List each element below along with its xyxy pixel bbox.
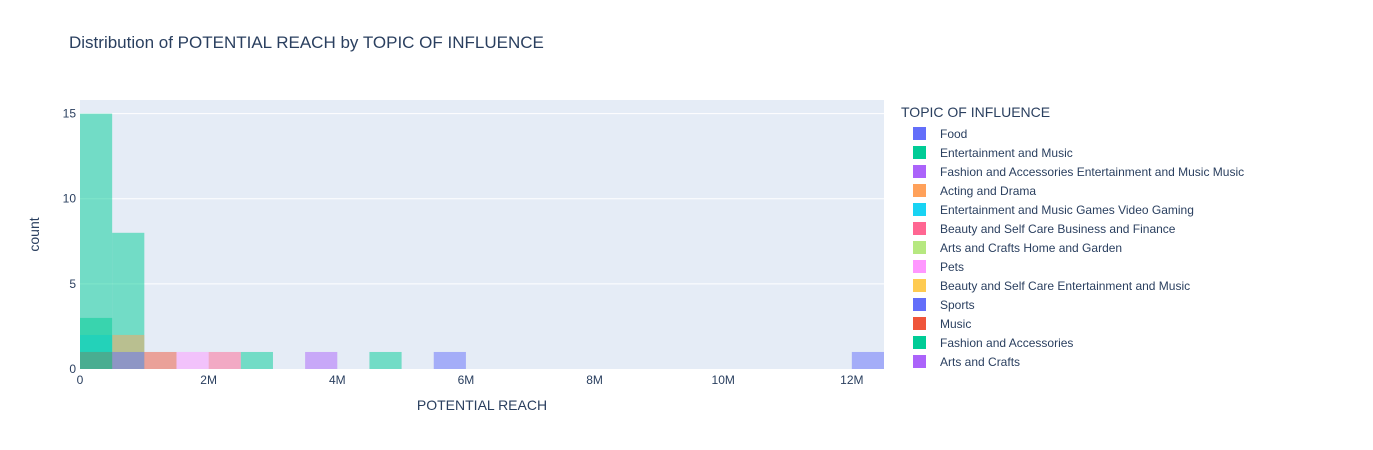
histogram-bar[interactable] [176, 351, 209, 369]
histogram-bar[interactable] [208, 351, 241, 369]
legend-label: Entertainment and Music Games Video Gami… [940, 202, 1194, 217]
y-tick-label: 15 [63, 107, 77, 121]
legend-swatch [913, 146, 926, 159]
legend-item[interactable]: Acting and Drama [901, 181, 1244, 200]
legend-label: Fashion and Accessories [940, 335, 1074, 350]
legend-swatch [913, 355, 926, 368]
legend-item[interactable]: Arts and Crafts Home and Garden [901, 238, 1244, 257]
legend-item[interactable]: Pets [901, 257, 1244, 276]
legend-items: Food Entertainment and Music Fashion and A… [901, 124, 1244, 371]
x-tick-label: 6M [458, 373, 475, 387]
legend-label: Music [940, 316, 972, 331]
legend-swatch [913, 298, 926, 311]
gridlines [80, 113, 884, 285]
legend-swatch [913, 165, 926, 178]
legend-item[interactable]: Sports [901, 295, 1244, 314]
y-axis-ticks: 0 5 10 15 [63, 107, 77, 376]
histogram-bar[interactable] [240, 351, 273, 369]
legend-label: Pets [940, 259, 965, 274]
histogram-bar[interactable] [144, 351, 177, 369]
legend-swatch [913, 317, 926, 330]
legend-item[interactable]: Arts and Crafts [901, 352, 1244, 371]
legend-label: Beauty and Self Care Entertainment and M… [940, 278, 1191, 293]
legend-label: Fashion and Accessories Entertainment an… [940, 164, 1245, 179]
x-tick-label: 2M [200, 373, 217, 387]
legend-swatch [913, 241, 926, 254]
x-tick-label: 10M [712, 373, 735, 387]
x-tick-label: 4M [329, 373, 346, 387]
legend-item[interactable]: Music [901, 314, 1244, 333]
y-tick-label: 0 [69, 362, 76, 376]
x-tick-label: 8M [586, 373, 603, 387]
legend-title: TOPIC OF INFLUENCE [901, 104, 1051, 120]
histogram-bar[interactable] [433, 351, 466, 369]
histogram-bar[interactable] [851, 351, 884, 369]
histogram-bar[interactable] [112, 351, 145, 369]
legend-label: Acting and Drama [940, 183, 1037, 198]
legend-item[interactable]: Beauty and Self Care Entertainment and M… [901, 276, 1244, 295]
legend-item[interactable]: Entertainment and Music Games Video Gami… [901, 200, 1244, 219]
chart-title: Distribution of POTENTIAL REACH by TOPIC… [69, 33, 544, 52]
histogram-bar[interactable] [305, 351, 338, 369]
legend-label: Arts and Crafts Home and Garden [940, 240, 1123, 255]
legend-swatch [913, 203, 926, 216]
legend-item[interactable]: Beauty and Self Care Business and Financ… [901, 219, 1244, 238]
legend-swatch [913, 127, 926, 140]
x-tick-label: 0 [77, 373, 84, 387]
x-tick-label: 12M [840, 373, 863, 387]
y-tick-label: 5 [69, 277, 76, 291]
legend-swatch [913, 279, 926, 292]
legend-label: Food [940, 126, 968, 141]
histogram-bar[interactable] [369, 351, 402, 369]
legend-item[interactable]: Fashion and Accessories [901, 333, 1244, 352]
legend-item[interactable]: Food [901, 124, 1244, 143]
legend-label: Beauty and Self Care Business and Financ… [940, 221, 1176, 236]
legend-swatch [913, 184, 926, 197]
legend-swatch [913, 222, 926, 235]
legend-label: Arts and Crafts [940, 354, 1021, 369]
legend-item[interactable]: Fashion and Accessories Entertainment an… [901, 162, 1244, 181]
x-axis-label: POTENTIAL REACH [417, 397, 547, 413]
legend-swatch [913, 336, 926, 349]
legend-label: Sports [940, 297, 975, 312]
legend-swatch [913, 260, 926, 273]
plot-background [80, 100, 884, 369]
legend-item[interactable]: Entertainment and Music [901, 143, 1244, 162]
histogram-bar[interactable] [80, 317, 113, 369]
legend-label: Entertainment and Music [940, 145, 1073, 160]
y-tick-label: 10 [63, 192, 77, 206]
histogram-bars [80, 113, 884, 369]
legend: TOPIC OF INFLUENCE Food Entertainment and… [901, 104, 1244, 371]
y-axis-label: count [26, 217, 42, 251]
x-axis-ticks: 0 2M 4M 6M 8M 10M 12M [77, 373, 864, 387]
